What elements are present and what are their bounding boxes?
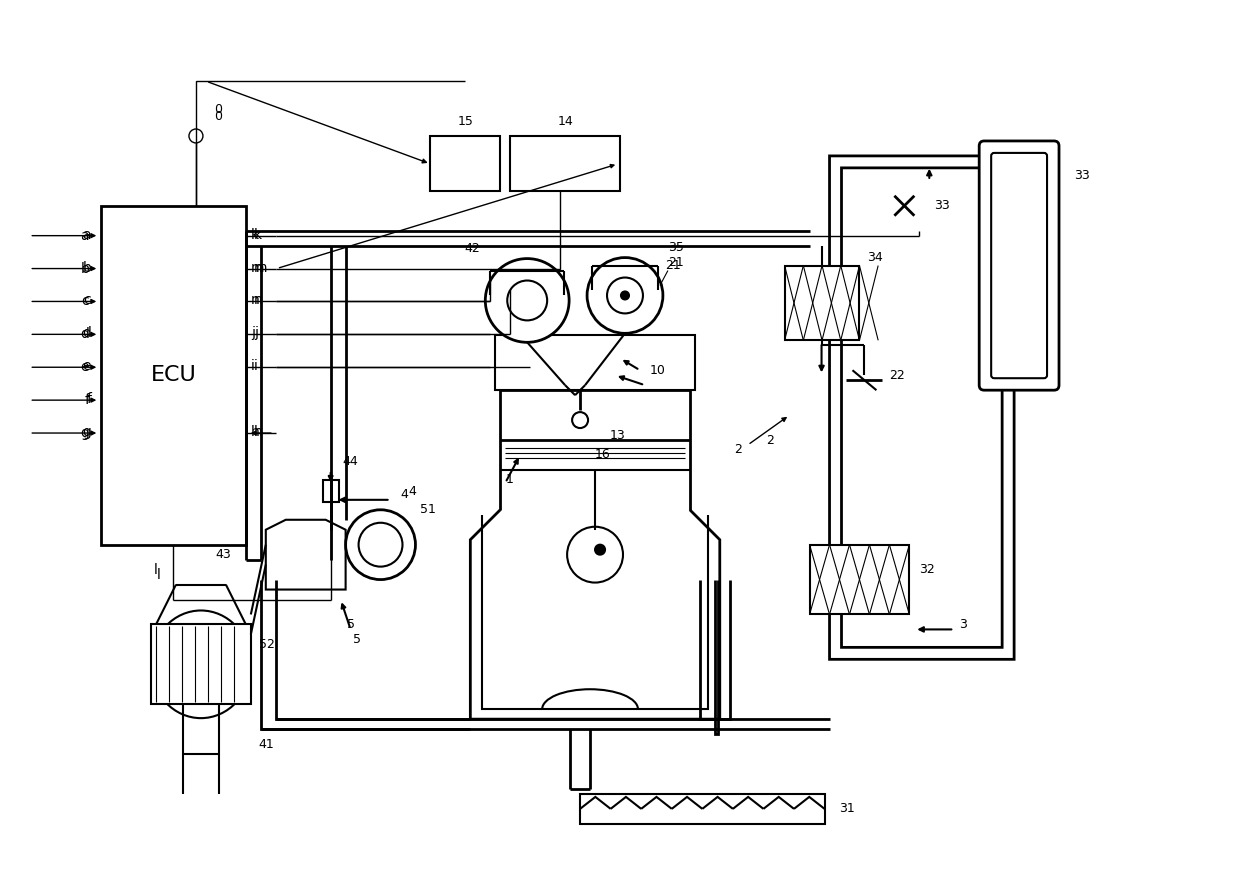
Text: f: f <box>84 393 89 407</box>
Text: i: i <box>254 360 258 373</box>
Text: j: j <box>254 327 258 340</box>
Bar <box>322 480 339 502</box>
Bar <box>102 206 246 545</box>
Text: 42: 42 <box>465 242 480 255</box>
Circle shape <box>188 129 203 143</box>
Text: 4: 4 <box>408 485 417 498</box>
FancyBboxPatch shape <box>830 156 1014 659</box>
Text: 1: 1 <box>505 473 513 487</box>
Bar <box>785 265 859 340</box>
Bar <box>510 136 620 190</box>
Ellipse shape <box>151 611 250 718</box>
Bar <box>430 136 500 190</box>
Text: c: c <box>82 295 89 309</box>
Text: 0: 0 <box>215 102 222 116</box>
Text: 2: 2 <box>766 433 774 447</box>
Text: 13: 13 <box>610 428 626 441</box>
Bar <box>151 625 250 704</box>
Text: l: l <box>154 562 157 577</box>
Bar <box>810 545 909 614</box>
Circle shape <box>346 510 415 579</box>
Text: 33: 33 <box>934 199 950 212</box>
Bar <box>580 794 825 824</box>
Text: 5: 5 <box>352 633 361 646</box>
Text: c: c <box>83 294 92 307</box>
Text: m: m <box>250 261 264 275</box>
Text: 35: 35 <box>668 241 683 255</box>
Text: 32: 32 <box>919 563 935 576</box>
Circle shape <box>587 257 663 334</box>
Text: 43: 43 <box>215 548 231 562</box>
Text: j: j <box>250 327 255 340</box>
Text: 52: 52 <box>259 638 275 651</box>
Circle shape <box>567 527 622 583</box>
Text: 21: 21 <box>668 256 683 269</box>
Text: 16: 16 <box>595 449 611 462</box>
Text: 5: 5 <box>347 618 355 631</box>
Text: a: a <box>83 228 92 242</box>
Text: 33: 33 <box>1074 169 1090 182</box>
FancyBboxPatch shape <box>991 153 1047 378</box>
Text: 3: 3 <box>960 618 967 631</box>
Text: 44: 44 <box>342 456 358 468</box>
Text: d: d <box>81 328 89 342</box>
Text: 41: 41 <box>259 738 274 750</box>
Text: g: g <box>82 425 92 439</box>
Polygon shape <box>265 520 346 589</box>
Text: h: h <box>250 425 259 439</box>
Circle shape <box>485 259 569 343</box>
Text: m: m <box>254 261 268 275</box>
Text: a: a <box>81 229 89 243</box>
Text: k: k <box>250 228 259 242</box>
Text: i: i <box>250 360 254 373</box>
FancyBboxPatch shape <box>980 141 1059 390</box>
FancyBboxPatch shape <box>842 168 1002 647</box>
Text: n: n <box>250 294 259 307</box>
Circle shape <box>572 412 588 428</box>
Text: k: k <box>254 228 262 242</box>
Text: n: n <box>254 294 263 307</box>
Text: h: h <box>254 425 263 439</box>
Text: 51: 51 <box>420 504 436 516</box>
Text: e: e <box>81 360 89 375</box>
Text: b: b <box>82 261 92 275</box>
Text: ECU: ECU <box>150 365 196 385</box>
Text: l: l <box>157 568 161 581</box>
Text: 2: 2 <box>734 443 742 457</box>
Text: 21: 21 <box>665 259 681 272</box>
Text: 22: 22 <box>889 368 905 382</box>
Text: 34: 34 <box>868 251 883 264</box>
Text: g: g <box>81 426 89 440</box>
Circle shape <box>358 522 403 567</box>
Text: e: e <box>83 360 92 373</box>
Circle shape <box>595 545 605 554</box>
Text: 10: 10 <box>650 364 666 376</box>
Text: 14: 14 <box>557 115 573 127</box>
Circle shape <box>621 292 629 299</box>
Text: b: b <box>81 262 89 276</box>
Circle shape <box>608 278 644 313</box>
Text: 15: 15 <box>458 115 474 127</box>
Text: d: d <box>82 327 92 340</box>
Text: 4: 4 <box>401 489 408 501</box>
Text: 0: 0 <box>215 109 222 123</box>
Circle shape <box>507 280 547 320</box>
Text: f: f <box>87 392 92 406</box>
Text: 31: 31 <box>839 803 856 815</box>
Bar <box>495 336 694 390</box>
